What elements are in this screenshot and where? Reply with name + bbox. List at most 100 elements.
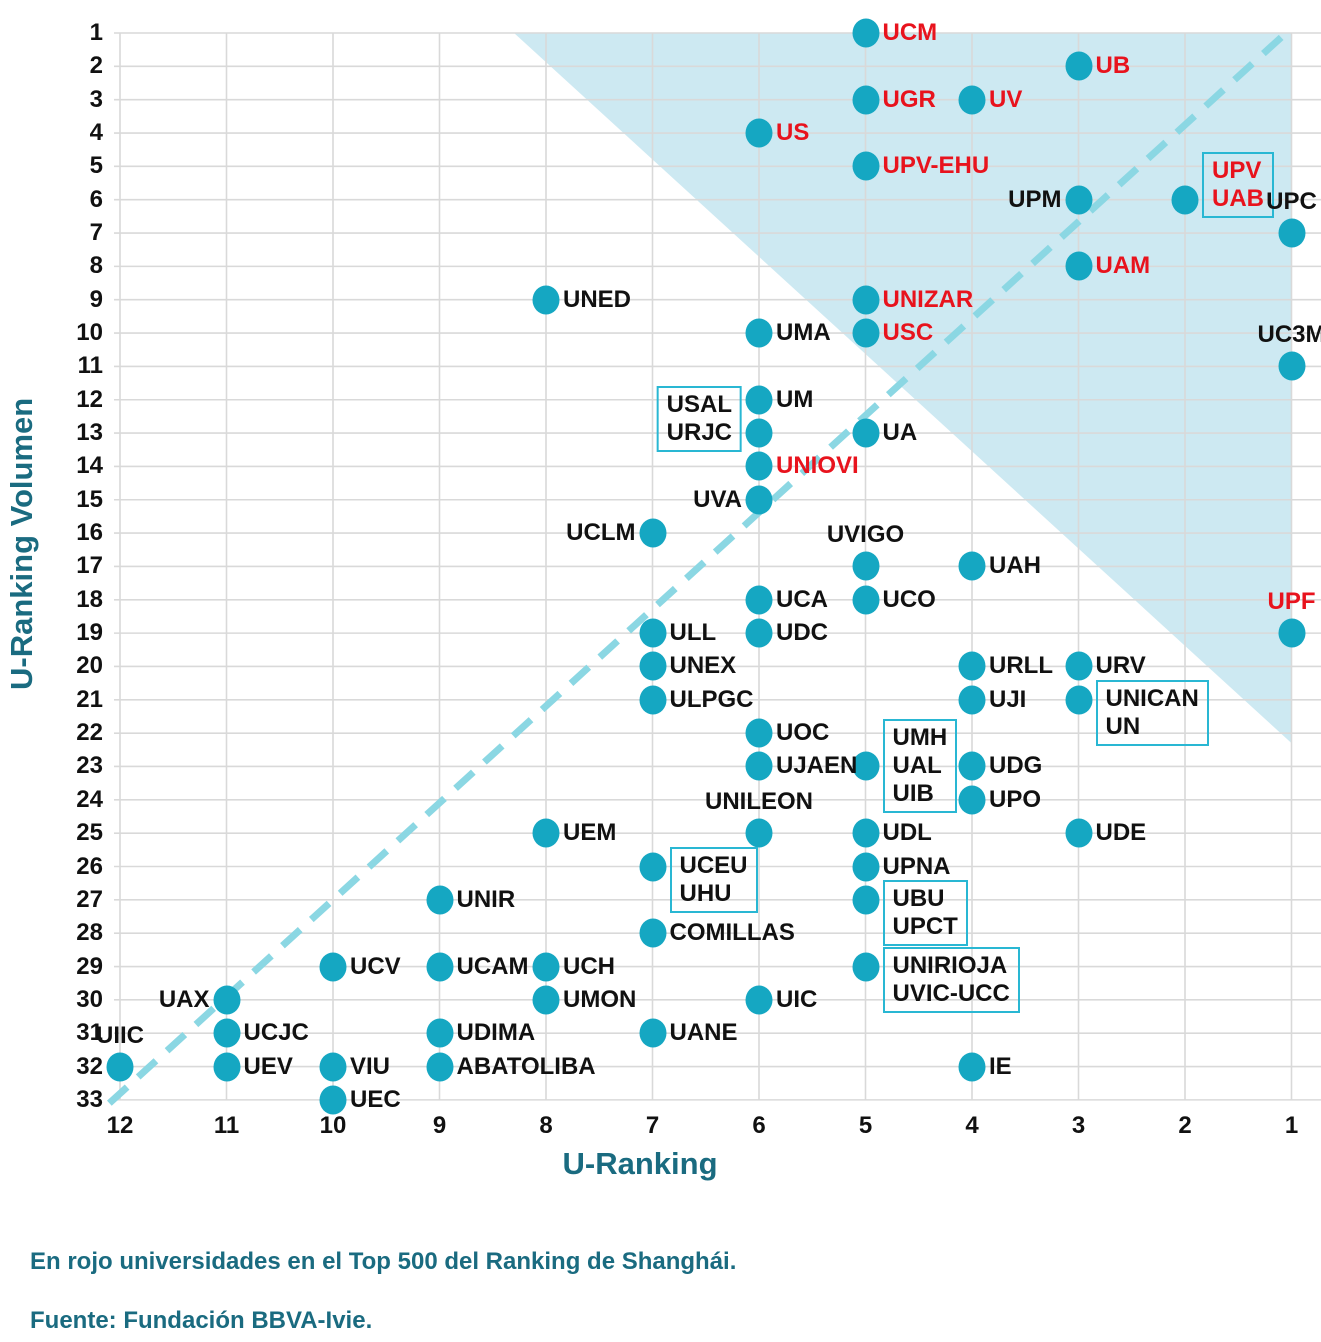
boxed-label-umh-ual-uib: UMH UAL UIB: [882, 718, 958, 813]
y-tick-label: 2: [89, 52, 103, 80]
data-point-uniovi: [745, 451, 773, 481]
data-point-urll: [958, 651, 986, 681]
point-label-ucm: UCM: [882, 19, 938, 46]
data-point-urv: [1065, 651, 1092, 681]
data-point-uca: [745, 585, 773, 615]
point-label-line: URJC: [666, 418, 732, 446]
data-point-upc: [1278, 218, 1305, 248]
point-label-uec: UEC: [350, 1085, 401, 1113]
data-point-upv-uab: [1171, 185, 1199, 215]
y-tick-label: 4: [89, 119, 103, 147]
data-point-uev: [213, 1052, 240, 1082]
point-label-udl: UDL: [882, 819, 932, 847]
y-tick-label: 13: [76, 419, 103, 447]
data-point-uv: [958, 85, 986, 115]
data-point-ujaen: [745, 751, 773, 781]
data-point-uic: [745, 985, 773, 1015]
data-point-uoc: [745, 718, 773, 748]
point-label-unir: UNIR: [456, 885, 516, 913]
point-label-ujaen: UJAEN: [776, 752, 858, 780]
x-tick-label: 9: [432, 1112, 447, 1139]
point-label-line: UIB: [892, 779, 934, 807]
data-point-uane: [639, 1018, 666, 1048]
note-source: Fuente: Fundación BBVA-Ivie.: [30, 1307, 373, 1334]
point-label-comillas: COMILLAS: [669, 919, 795, 947]
data-point-ucm: [852, 18, 879, 48]
y-tick-label: 23: [76, 752, 103, 780]
data-point-uco: [852, 585, 879, 615]
top500-shaded-region: [514, 33, 1292, 744]
boxed-label-uceu-uhu: UCEU UHU: [669, 847, 758, 913]
point-label-uiic: UIIC: [96, 1021, 144, 1049]
point-label-ua: UA: [882, 419, 918, 447]
boxed-label-upv-uab: UPV UAB: [1202, 152, 1274, 219]
y-tick-label: 32: [76, 1052, 103, 1080]
data-point-ucjc: [213, 1018, 240, 1048]
data-point-unileon: [745, 818, 773, 848]
point-label-ub: UB: [1095, 52, 1131, 80]
point-label-line: UPCT: [892, 913, 958, 941]
point-label-urv: URV: [1095, 652, 1146, 680]
y-tick-label: 28: [76, 919, 103, 947]
point-label-usc: USC: [882, 319, 934, 347]
y-tick-label: 17: [76, 552, 103, 580]
data-point-uiic: [106, 1052, 134, 1082]
y-tick-label: 29: [76, 952, 103, 980]
y-tick-label: 33: [76, 1085, 103, 1113]
x-tick-label: 6: [752, 1112, 766, 1139]
y-tick-label: 11: [77, 352, 103, 380]
point-label-ull: ULL: [669, 619, 717, 647]
point-label-line: UAL: [892, 751, 942, 779]
data-point-udima: [426, 1018, 453, 1048]
point-label-uclm: UCLM: [566, 519, 636, 547]
point-label-uc3m: UC3M: [1257, 321, 1321, 349]
data-point-uec: [319, 1085, 347, 1115]
data-point-usal-urjc: [745, 418, 773, 448]
y-tick-label: 22: [76, 719, 103, 747]
x-tick-label: 10: [319, 1112, 347, 1139]
point-label-udima: UDIMA: [456, 1019, 536, 1047]
point-label-abatoliba: ABATOLIBA: [456, 1052, 596, 1080]
data-point-us: [745, 118, 773, 148]
data-point-um: [745, 385, 773, 415]
data-point-upna: [852, 852, 879, 881]
y-tick-label: 3: [89, 85, 103, 113]
data-point-unizar: [852, 285, 879, 315]
x-tick-label: 12: [106, 1112, 134, 1139]
point-label-unex: UNEX: [669, 652, 737, 680]
y-tick-label: 9: [89, 285, 103, 313]
point-label-ude: UDE: [1095, 819, 1147, 847]
data-point-uch: [532, 952, 560, 982]
data-point-uam: [1065, 251, 1092, 281]
point-label-urll: URLL: [989, 652, 1053, 680]
point-label-line: UAB: [1212, 185, 1264, 213]
point-label-unizar: UNIZAR: [882, 285, 974, 313]
data-point-udg: [958, 751, 986, 781]
note-top500-red: En rojo universidades en el Top 500 del …: [30, 1248, 737, 1275]
point-label-us: US: [776, 119, 810, 147]
data-point-ull: [639, 618, 666, 648]
data-point-umon: [532, 985, 560, 1015]
y-tick-label: 25: [76, 819, 103, 847]
point-label-uv: UV: [989, 85, 1023, 113]
point-label-uniovi: UNIOVI: [776, 452, 859, 480]
y-tick-label: 18: [76, 585, 103, 613]
x-tick-label: 8: [539, 1112, 553, 1139]
x-tick-label: 5: [858, 1112, 873, 1139]
y-tick-label: 6: [89, 185, 103, 213]
point-label-uch: UCH: [563, 952, 615, 980]
data-point-uclm: [639, 518, 666, 548]
data-point-uax: [213, 985, 240, 1015]
y-tick-label: 26: [76, 852, 103, 880]
point-label-uoc: UOC: [776, 719, 830, 747]
point-label-uva: UVA: [693, 485, 742, 513]
data-point-uva: [745, 485, 773, 515]
data-point-upv-ehu: [852, 151, 879, 181]
data-point-uvigo: [852, 551, 879, 581]
data-point-upm: [1065, 185, 1092, 215]
point-label-viu: VIU: [350, 1052, 391, 1080]
point-label-udg: UDG: [989, 752, 1043, 780]
data-point-uc3m: [1278, 351, 1305, 381]
